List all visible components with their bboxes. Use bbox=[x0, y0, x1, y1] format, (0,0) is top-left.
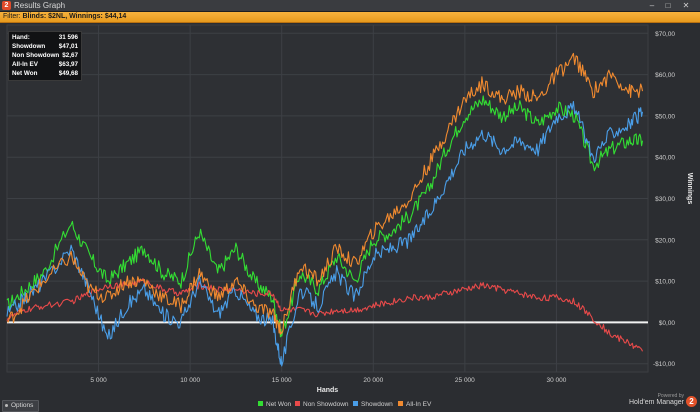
stat-label: Non Showdown bbox=[12, 52, 60, 59]
series-line-all-in-ev bbox=[6, 52, 644, 335]
legend-item: All-In EV bbox=[398, 400, 431, 410]
y-tick-label: $30,00 bbox=[655, 196, 675, 203]
y-tick-label: $50,00 bbox=[655, 113, 675, 120]
y-tick-label: $10,00 bbox=[655, 279, 675, 286]
stat-value: $47,01 bbox=[58, 43, 78, 50]
y-tick-label: -$10,00 bbox=[653, 361, 675, 368]
x-axis-label: Hands bbox=[317, 387, 339, 394]
filter-bar: Filter: Blinds: $2NL, Winnings: $44,14 bbox=[0, 12, 700, 23]
filter-text: Filter: Blinds: $2NL, Winnings: $44,14 bbox=[3, 12, 126, 22]
y-tick-label: $0,00 bbox=[659, 320, 676, 327]
window-title: Results Graph bbox=[14, 1, 66, 10]
y-tick-label: $60,00 bbox=[655, 72, 675, 79]
x-tick-label: 5 000 bbox=[90, 377, 107, 384]
bottom-bar: Options bbox=[0, 398, 40, 412]
legend-label: Showdown bbox=[361, 401, 393, 408]
minimize-icon[interactable]: – bbox=[649, 1, 655, 10]
stat-value: $2,67 bbox=[62, 52, 78, 59]
close-icon[interactable]: ✕ bbox=[682, 1, 690, 10]
results-chart[interactable]: -$10,00 $0,00 $10,00 $20,00 $30,00 $40,00 $50,… bbox=[0, 23, 700, 395]
legend-item: Non Showdown bbox=[295, 400, 349, 410]
stat-row: Non Showdown $2,67 bbox=[12, 52, 78, 60]
legend-label: All-In EV bbox=[406, 401, 432, 408]
legend-swatch bbox=[353, 401, 358, 406]
x-tick-label: 15 000 bbox=[272, 377, 292, 384]
brand-tagline: Powered by bbox=[657, 393, 684, 399]
series-line-non-showdown bbox=[6, 278, 643, 352]
brand-name: Hold'em Manager bbox=[628, 399, 684, 406]
brand: Powered by Hold'em Manager 2 bbox=[618, 393, 698, 411]
stat-value: $49,68 bbox=[58, 70, 78, 77]
x-tick-label: 30 000 bbox=[546, 377, 566, 384]
series-line-showdown bbox=[6, 101, 644, 367]
legend-item: Showdown bbox=[353, 400, 393, 410]
stat-row: Showdown $47,01 bbox=[12, 43, 78, 51]
x-tick-label: 25 000 bbox=[455, 377, 475, 384]
stat-label: Showdown bbox=[12, 43, 46, 50]
y-axis-label: Winnings bbox=[686, 173, 693, 205]
stat-value: 31 596 bbox=[58, 34, 78, 41]
window-titlebar: 2 Results Graph – □ ✕ bbox=[0, 0, 700, 12]
stat-row: Net Won $49,68 bbox=[12, 70, 78, 78]
legend-item: Net Won bbox=[258, 400, 291, 410]
holdem-manager-icon: 2 bbox=[2, 1, 11, 10]
x-tick-label: 20 000 bbox=[363, 377, 383, 384]
y-tick-label: $70,00 bbox=[655, 31, 675, 38]
x-tick-label: 10 000 bbox=[180, 377, 200, 384]
stat-value: $63,97 bbox=[58, 61, 78, 68]
stat-label: Net Won bbox=[12, 70, 38, 77]
y-tick-label: $40,00 bbox=[655, 155, 675, 162]
legend-swatch bbox=[258, 401, 263, 406]
stat-label: Hand: bbox=[12, 34, 30, 41]
legend-swatch bbox=[295, 401, 300, 406]
legend-label: Net Won bbox=[266, 401, 292, 408]
options-button[interactable]: Options bbox=[2, 400, 40, 412]
legend-label: Non Showdown bbox=[303, 401, 349, 408]
stat-row: Hand: 31 596 bbox=[12, 34, 78, 42]
legend-swatch bbox=[398, 401, 403, 406]
filter-value: Blinds: $2NL, Winnings: $44,14 bbox=[22, 13, 127, 20]
filter-prefix: Filter: bbox=[3, 13, 21, 20]
stats-box: Hand: 31 596 Showdown $47,01 Non Showdown $2,… bbox=[8, 31, 82, 81]
y-tick-label: $20,00 bbox=[655, 237, 675, 244]
maximize-icon[interactable]: □ bbox=[665, 1, 671, 10]
series-line-net-won bbox=[6, 95, 644, 338]
holdem-manager-logo-icon: 2 bbox=[686, 396, 697, 407]
stat-row: All-In EV $63,97 bbox=[12, 61, 78, 69]
stat-label: All-In EV bbox=[12, 61, 38, 68]
